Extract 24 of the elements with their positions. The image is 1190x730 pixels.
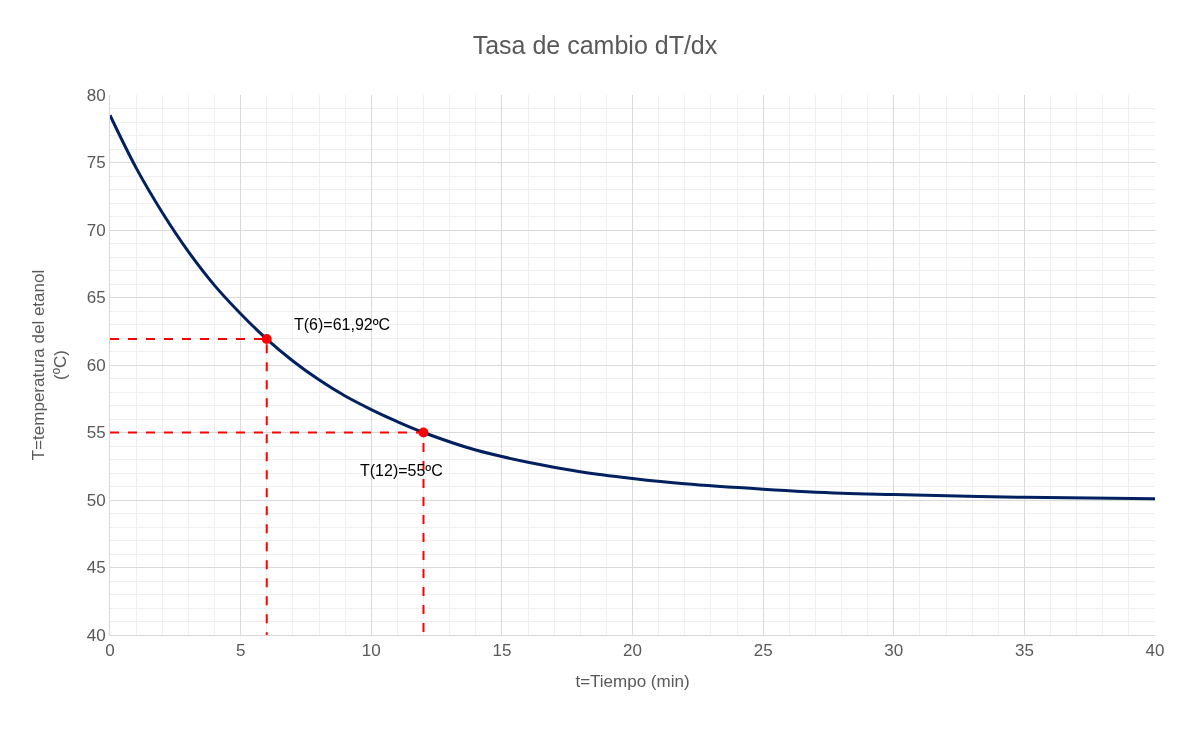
chart-title: Tasa de cambio dT/dx: [472, 31, 718, 59]
y-tick-label: 60: [86, 355, 106, 375]
y-tick-label: 70: [86, 220, 106, 240]
x-tick-label: 0: [105, 641, 115, 661]
y-tick-label: 45: [86, 558, 106, 578]
x-tick-label: 10: [361, 641, 381, 661]
y-axis-title: T=temperatura del etanol (ºC): [29, 269, 71, 461]
y-tick-label: 65: [86, 288, 106, 308]
x-tick-label: 30: [884, 641, 904, 661]
y-tick-label: 40: [86, 625, 106, 645]
x-axis-title: t=Tiempo (min): [575, 671, 690, 691]
annotation: T(12)=55ºC: [360, 462, 443, 479]
annotation: T(6)=61,92ºC: [294, 316, 391, 333]
x-tick-label: 15: [492, 641, 512, 661]
line-series: [110, 113, 1155, 501]
y-tick-label: 50: [86, 490, 106, 510]
x-tick-label: 35: [1014, 641, 1034, 661]
y-tick-label: 75: [86, 153, 106, 173]
x-tick-label: 20: [623, 641, 642, 661]
y-tick-label: 80: [86, 85, 106, 105]
x-tick-label: 25: [753, 641, 773, 661]
y-tick-label: 55: [86, 423, 106, 443]
x-tick-label: 40: [1145, 641, 1165, 661]
x-tick-label: 5: [235, 641, 246, 661]
